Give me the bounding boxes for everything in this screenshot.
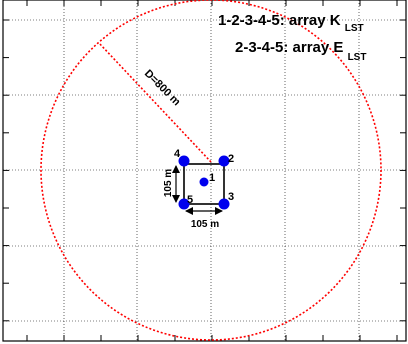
dimension-label-horizontal: 105 m [191,219,219,230]
station-square [183,163,225,205]
radius-line [98,42,212,163]
station-label-3: 3 [228,191,234,203]
legend-line-2-sub: LST [348,52,367,63]
station-marker-5 [178,198,190,210]
station-marker-1 [199,177,209,187]
grid [3,0,406,341]
station-marker-3 [218,198,230,210]
legend-line-1: 1-2-3-4-5: array K LST [218,12,364,34]
diameter-label: D=800 m [142,68,183,109]
station-label-2: 2 [228,153,234,165]
detector-field-circle [40,0,382,341]
legend-line-1-sub: LST [345,23,364,34]
legend-line-2: 2-3-4-5: array E LST [235,39,366,63]
station-label-5: 5 [187,194,193,206]
station-label-4: 4 [174,148,181,160]
dimension-label-vertical: 105 m [163,169,174,197]
station-label-1: 1 [209,172,215,184]
station-marker-4 [178,155,190,167]
station-marker-2 [218,155,230,167]
legend-line-2-main: 2-3-4-5: array E [235,39,343,56]
legend-line-1-main: 1-2-3-4-5: array K [218,12,341,29]
